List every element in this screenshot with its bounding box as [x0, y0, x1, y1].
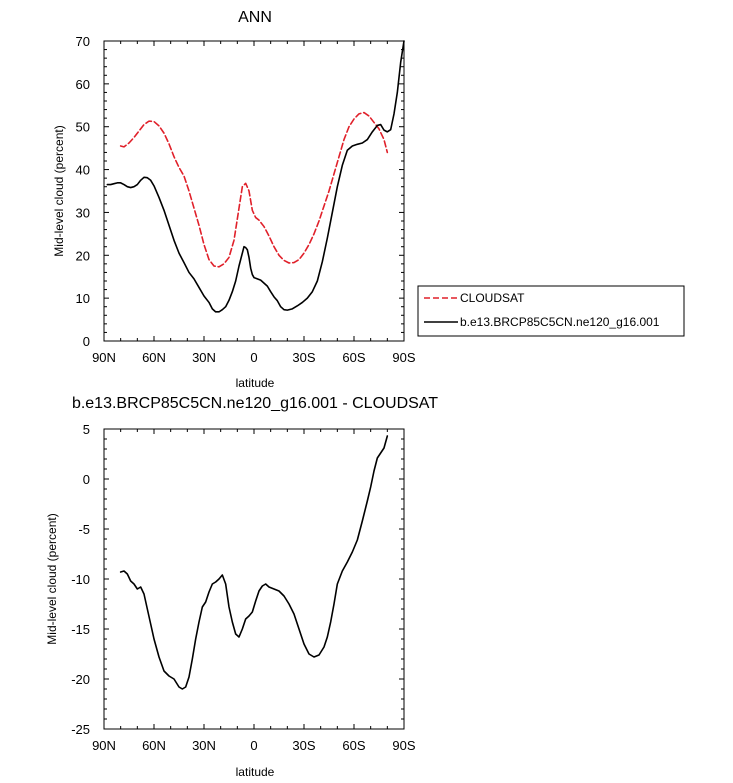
bottom-x-tick-label: 60N — [142, 738, 166, 753]
top-x-tick-label: 30N — [192, 350, 216, 365]
bottom-x-ticks: 90N 60N 30N 0 30S 60S 90S — [92, 429, 416, 753]
bottom-chart: b.e13.BRCP85C5CN.ne120_g16.001 - CLOUDSA… — [45, 395, 438, 779]
top-y-tick-label: 50 — [76, 120, 90, 135]
bottom-y-tick-label: 5 — [83, 422, 90, 437]
top-series-line-model — [106, 40, 405, 313]
bottom-x-tick-label: 30N — [192, 738, 216, 753]
top-x-tick-label: 60N — [142, 350, 166, 365]
top-series — [106, 40, 405, 313]
bottom-y-tick-label: -20 — [71, 672, 90, 687]
top-plot-frame — [103, 40, 405, 342]
legend-label-model: b.e13.BRCP85C5CN.ne120_g16.001 — [460, 315, 660, 329]
top-y-tick-label: 10 — [76, 291, 90, 306]
bottom-x-tick-label: 30S — [292, 738, 315, 753]
bottom-chart-title: b.e13.BRCP85C5CN.ne120_g16.001 - CLOUDSA… — [72, 395, 438, 412]
bottom-plot-frame — [103, 428, 405, 730]
top-y-axis-label: Mid-level cloud (percent) — [52, 125, 66, 256]
top-x-tick-label: 30S — [292, 350, 315, 365]
bottom-x-axis-label: latitude — [236, 765, 275, 779]
bottom-x-tick-label: 90N — [92, 738, 116, 753]
top-y-ticks: 0 10 20 30 40 50 60 70 — [76, 34, 404, 349]
bottom-y-tick-label: -5 — [78, 522, 90, 537]
top-series-line-cloudsat — [119, 111, 389, 268]
bottom-x-tick-label: 90S — [392, 738, 415, 753]
top-x-tick-label: 60S — [342, 350, 365, 365]
legend: CLOUDSAT b.e13.BRCP85C5CN.ne120_g16.001 — [417, 285, 685, 337]
top-y-tick-label: 30 — [76, 205, 90, 220]
top-x-tick-label: 90N — [92, 350, 116, 365]
bottom-y-axis-label: Mid-level cloud (percent) — [45, 513, 59, 644]
bottom-x-tick-label: 0 — [250, 738, 257, 753]
bottom-series — [119, 435, 389, 690]
top-y-tick-label: 60 — [76, 77, 90, 92]
top-x-ticks: 90N 60N 30N 0 30S 60S 90S — [92, 41, 416, 365]
top-y-tick-label: 40 — [76, 163, 90, 178]
top-x-axis-label: latitude — [236, 376, 275, 390]
top-y-tick-label: 0 — [83, 334, 90, 349]
top-y-tick-label: 70 — [76, 34, 90, 49]
top-y-tick-label: 20 — [76, 248, 90, 263]
bottom-y-ticks: -25 -20 -15 -10 -5 0 5 — [71, 422, 404, 737]
top-x-tick-label: 0 — [250, 350, 257, 365]
legend-label-cloudsat: CLOUDSAT — [460, 291, 525, 305]
bottom-series-line-model — [119, 435, 389, 690]
bottom-y-tick-label: -10 — [71, 572, 90, 587]
top-chart: ANN 90N 60N 30N 0 30S 60S 90S 010203040506070 … — [52, 9, 685, 390]
top-x-tick-label: 90S — [392, 350, 415, 365]
bottom-y-tick-label: -15 — [71, 622, 90, 637]
bottom-y-tick-label: 0 — [83, 472, 90, 487]
bottom-y-tick-label: -25 — [71, 722, 90, 737]
top-chart-title: ANN — [238, 9, 272, 26]
bottom-x-tick-label: 60S — [342, 738, 365, 753]
legend-box — [417, 285, 685, 337]
